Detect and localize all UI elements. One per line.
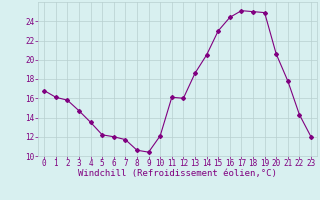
X-axis label: Windchill (Refroidissement éolien,°C): Windchill (Refroidissement éolien,°C) bbox=[78, 169, 277, 178]
